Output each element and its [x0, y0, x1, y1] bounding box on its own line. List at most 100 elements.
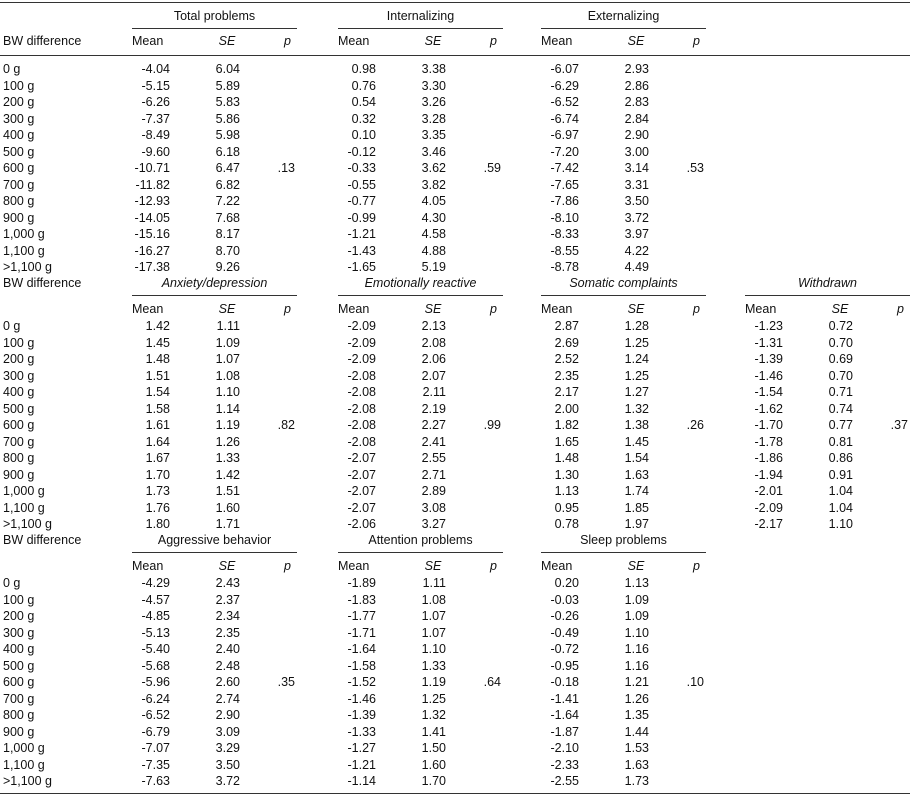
group-rule	[338, 28, 503, 29]
mean-cell: -0.49	[550, 625, 580, 640]
mean-cell: -8.49	[141, 128, 171, 142]
se-cell: 7.22	[215, 194, 240, 208]
column-header: SE	[218, 302, 236, 316]
se-cell: 2.13	[421, 319, 446, 333]
se-cell: 0.77	[828, 418, 853, 432]
se-cell: 2.93	[624, 62, 649, 76]
se-cell: 1.07	[215, 352, 240, 366]
column-header: p	[490, 302, 497, 316]
mean-cell: 0.32	[351, 111, 376, 126]
mean-cell: 2.00	[554, 401, 579, 416]
se-cell: 3.50	[215, 757, 240, 772]
mean-cell: 0.54	[351, 95, 376, 109]
se-cell: 1.09	[215, 335, 240, 350]
group-rule	[541, 28, 706, 29]
se-cell: 2.89	[421, 484, 446, 498]
row-label: 800 g	[3, 708, 35, 722]
mean-cell: -1.46	[347, 691, 377, 706]
mean-cell: -2.06	[347, 517, 377, 531]
mean-cell: -1.41	[550, 691, 580, 706]
mean-cell: -6.97	[550, 128, 580, 142]
mean-cell: -1.14	[347, 774, 377, 788]
mean-cell: -6.79	[141, 724, 171, 739]
mean-cell: 1.30	[554, 467, 579, 482]
se-cell: 3.62	[421, 161, 446, 175]
column-header: p	[693, 559, 700, 573]
se-cell: 1.24	[624, 352, 649, 366]
se-cell: 1.53	[624, 741, 649, 755]
se-cell: 1.63	[624, 467, 649, 482]
mean-cell: 1.76	[145, 500, 170, 515]
se-cell: 1.32	[421, 708, 446, 722]
p-cell: .99	[483, 418, 501, 432]
mean-cell: -1.31	[754, 335, 784, 350]
mean-cell: 1.67	[145, 451, 170, 465]
se-cell: 6.04	[215, 62, 240, 76]
mean-cell: 2.35	[554, 368, 579, 383]
group-rule	[338, 295, 503, 296]
mean-cell: -2.55	[550, 774, 580, 788]
se-cell: 3.82	[421, 177, 446, 192]
se-cell: 1.41	[421, 724, 446, 739]
row-label: 600 g	[3, 418, 35, 432]
row-label: 1,000 g	[3, 741, 45, 755]
se-cell: 2.86	[624, 78, 649, 93]
mean-cell: -2.07	[347, 451, 377, 465]
se-cell: 5.86	[215, 111, 240, 126]
se-cell: 1.25	[421, 691, 446, 706]
se-cell: 2.90	[624, 128, 649, 142]
column-header: SE	[424, 559, 442, 573]
se-cell: 2.34	[215, 609, 240, 623]
mean-cell: -1.52	[347, 675, 377, 689]
se-cell: 1.19	[421, 675, 446, 689]
se-cell: 2.11	[422, 385, 446, 399]
se-cell: 1.35	[624, 708, 649, 722]
se-cell: 8.17	[215, 227, 240, 241]
se-cell: 1.32	[624, 401, 649, 416]
se-cell: 1.74	[624, 484, 649, 498]
se-cell: 1.07	[421, 609, 446, 623]
mean-cell: -2.07	[347, 467, 377, 482]
row-label: 200 g	[3, 609, 35, 623]
se-cell: 1.07	[421, 625, 446, 640]
row-label: 100 g	[3, 335, 35, 350]
mean-cell: -7.37	[141, 111, 171, 126]
mean-cell: -5.13	[141, 625, 171, 640]
mean-cell: -8.10	[550, 210, 580, 225]
row-header: BW difference	[3, 34, 82, 48]
row-label: 300 g	[3, 368, 35, 383]
se-cell: 3.72	[624, 210, 649, 225]
column-header: SE	[831, 302, 849, 316]
mean-cell: -2.10	[550, 741, 580, 755]
se-cell: 1.21	[624, 675, 649, 689]
column-header: p	[284, 34, 291, 48]
row-label: 0 g	[3, 319, 21, 333]
mean-cell: 2.69	[554, 335, 579, 350]
se-cell: 3.08	[421, 500, 446, 515]
se-cell: 1.44	[624, 724, 649, 739]
row-label: 900 g	[3, 467, 35, 482]
mean-cell: -1.94	[754, 467, 784, 482]
se-cell: 1.04	[828, 500, 853, 515]
mean-cell: -0.77	[347, 194, 377, 208]
group-title: Emotionally reactive	[364, 276, 477, 290]
se-cell: 0.86	[828, 451, 853, 465]
mean-cell: -2.01	[754, 484, 784, 498]
mean-cell: 1.70	[145, 467, 170, 482]
mean-cell: -5.96	[141, 675, 171, 689]
row-label: 0 g	[3, 62, 21, 76]
mean-cell: -1.65	[347, 260, 377, 274]
mean-cell: 2.52	[554, 352, 579, 366]
se-cell: 4.58	[421, 227, 446, 241]
p-cell: .82	[277, 418, 295, 432]
column-header: SE	[424, 302, 442, 316]
se-cell: 0.70	[828, 368, 853, 383]
bottom-rule	[0, 793, 910, 794]
mean-cell: -11.82	[135, 177, 170, 192]
row-header: BW difference	[3, 276, 82, 290]
row-label: 100 g	[3, 592, 35, 607]
mean-cell: 1.48	[554, 451, 579, 465]
se-cell: 2.48	[215, 658, 240, 673]
se-cell: 2.35	[215, 625, 240, 640]
